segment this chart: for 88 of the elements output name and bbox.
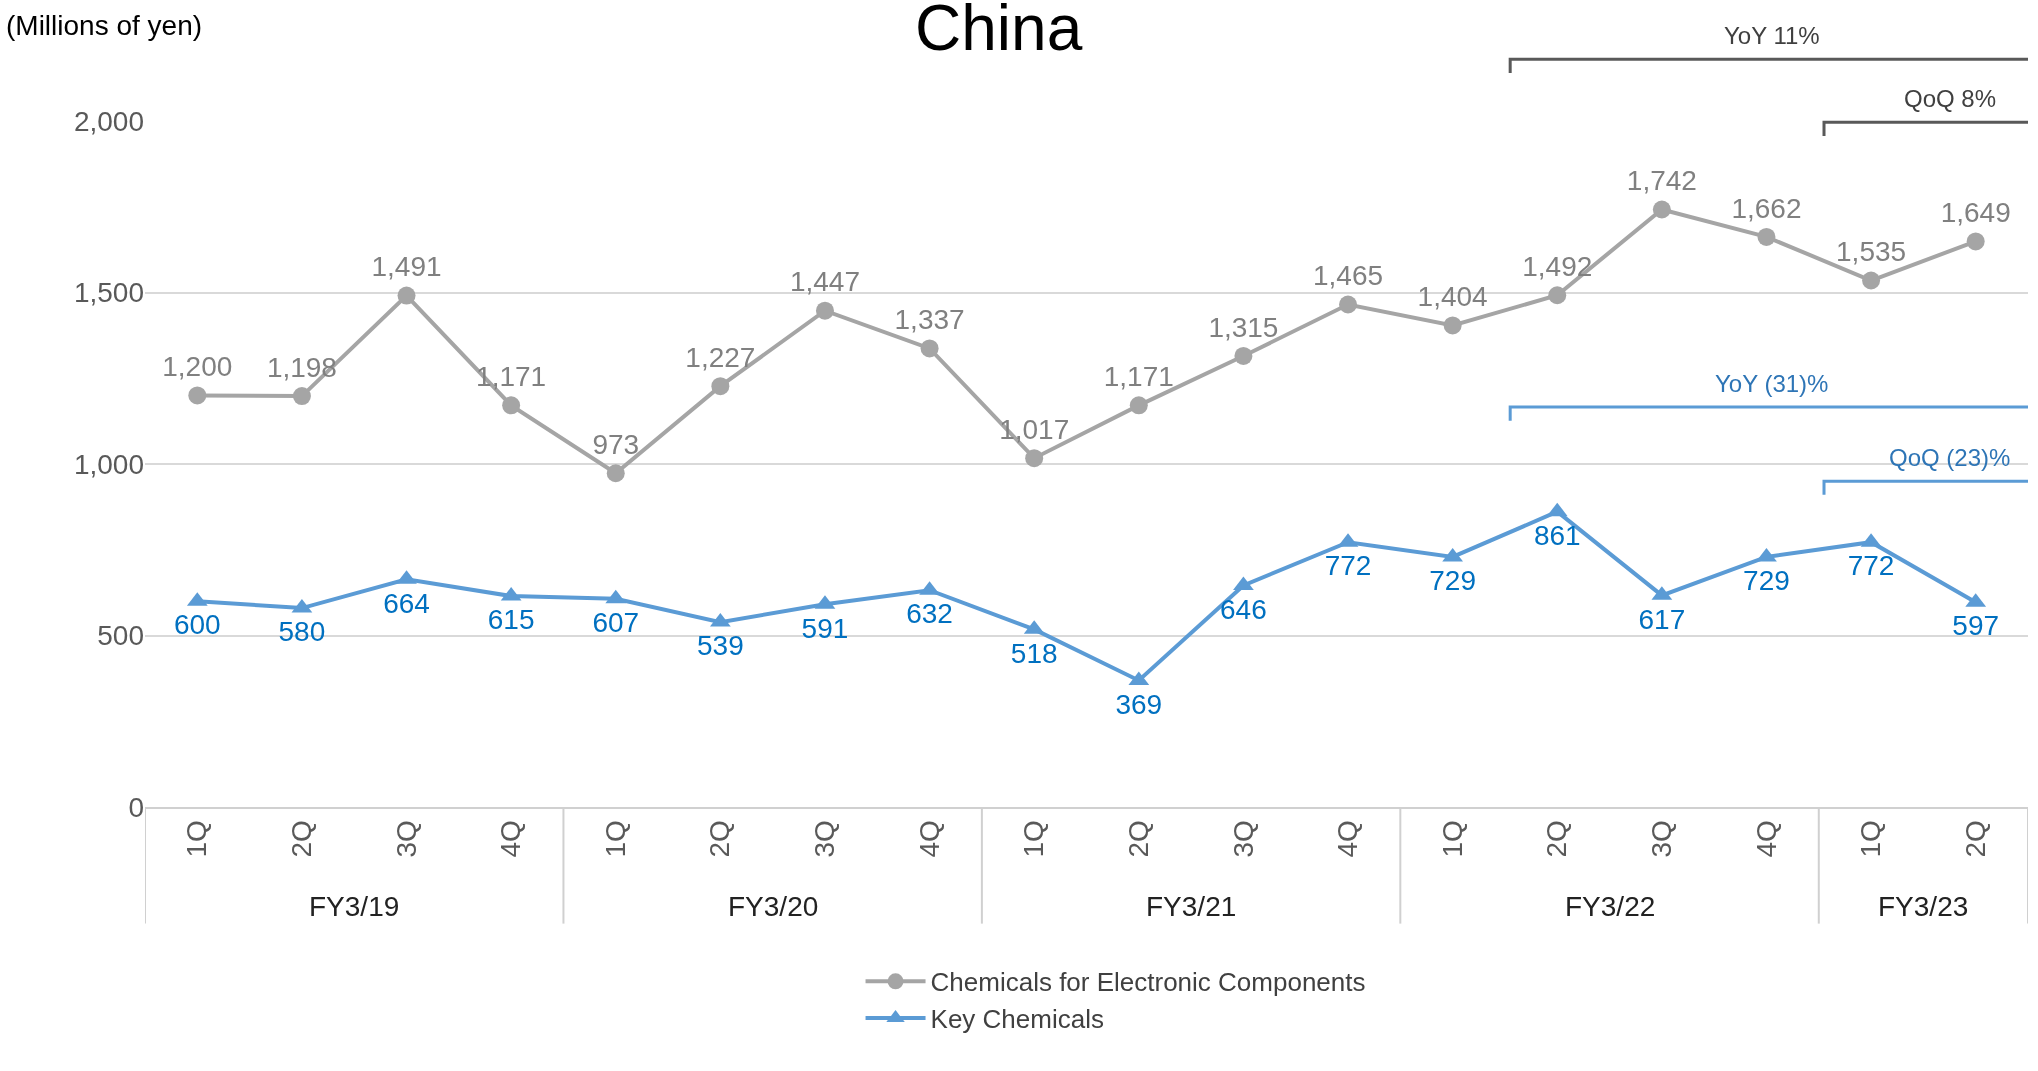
x-tick-label: 3Q [1645,820,1677,858]
data-label: 861 [1533,519,1581,551]
point [920,339,939,358]
data-label: 1,315 [1208,311,1279,343]
data-label: 617 [1638,603,1686,635]
data-label: 1,200 [162,351,233,383]
x-tick-label: 1Q [181,820,213,858]
text: FY3/22 [1565,891,1656,922]
point [1234,346,1253,365]
y-axis-title: (Millions of yen) [6,10,203,41]
data-label: 607 [592,607,640,639]
point [1756,547,1777,562]
data-label: 646 [1220,593,1267,625]
data-label: 1,227 [685,341,756,373]
y-tick-label: 1,000 [73,448,144,480]
x-tick-label: 1Q [1018,820,1050,858]
text: YoY 11% [1724,22,1820,49]
text: FY3/19 [309,891,400,922]
x-tick-label: 3Q [1227,820,1259,858]
point [815,301,834,320]
data-label: 1,492 [1522,250,1593,282]
x-tick-label: 4Q [913,820,945,858]
x-tick-label: 2Q [1959,820,1991,858]
x-tick-label: 4Q [1332,820,1364,858]
x-tick-label: 4Q [495,820,527,858]
data-label: 1,535 [1836,236,1907,268]
data-label: 772 [1847,550,1895,582]
data-label: 1,447 [789,266,861,298]
data-label: 580 [278,616,326,648]
point [1548,286,1567,305]
point [1025,449,1044,468]
annotation: YoY (31)% [1715,370,1829,397]
data-label: 1,649 [1940,197,2011,229]
text: FY3/20 [728,891,819,922]
data-label: 1,404 [1417,281,1488,313]
text: FY3/23 [1878,891,1969,922]
point [711,377,730,396]
x-tick-label: 1Q [1855,820,1887,858]
data-label: 632 [906,598,953,630]
data-label: 539 [697,630,744,662]
data-label: 615 [487,604,535,636]
point [606,464,625,483]
point [1339,295,1358,314]
point [1129,396,1148,415]
data-label: 973 [592,429,640,461]
y-tick-label: 0 [128,791,144,823]
data-label: 729 [1743,565,1790,597]
data-label: 518 [1010,637,1058,669]
x-tick-label: 1Q [599,820,631,858]
y-tick-label: 1,500 [73,277,144,309]
x-tick-label: 2Q [704,820,736,858]
data-label: 1,742 [1626,165,1697,197]
data-label: 1,491 [371,251,442,283]
y-tick-label: 2,000 [73,105,144,137]
data-label: 772 [1324,550,1372,582]
data-label: 600 [173,609,221,641]
data-label: 1,465 [1312,260,1384,292]
legend-label: Key Chemicals [930,1004,1104,1035]
x-tick-label: 4Q [1750,820,1782,858]
text: QoQ 8% [1904,85,1997,112]
data-label: 591 [801,612,849,644]
legend-label: Chemicals for Electronic Components [930,967,1366,998]
data-label: 664 [383,587,430,619]
data-label: 1,337 [894,304,965,336]
point [188,386,207,405]
x-tick-label: 2Q [1541,820,1573,858]
annotation: QoQ (23)% [1889,444,2011,471]
x-tick-label: 3Q [809,820,841,858]
point [397,286,416,305]
data-label: 597 [1952,610,2000,642]
point [292,387,311,406]
point [502,396,521,415]
data-label: 729 [1429,565,1476,597]
point [1757,227,1776,246]
point [1652,200,1671,219]
x-tick-label: 3Q [390,820,422,858]
x-tick-label: 1Q [1436,820,1468,858]
data-label: 369 [1115,688,1163,720]
data-label: 1,171 [1103,361,1174,393]
chart-title: China [915,0,1083,65]
data-label: 1,662 [1731,192,1802,224]
point [1443,316,1462,335]
y-tick-label: 500 [97,620,144,652]
x-tick-label: 2Q [286,820,318,858]
text: FY3/21 [1146,891,1237,922]
x-tick-label: 2Q [1122,820,1154,858]
point [1966,232,1985,251]
point [1862,271,1881,290]
